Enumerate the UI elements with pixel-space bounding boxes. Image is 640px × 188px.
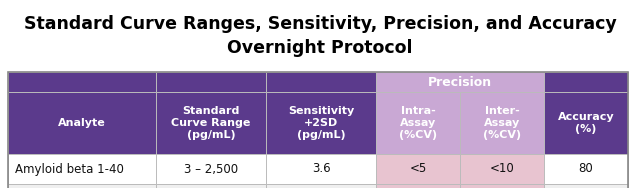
Text: Standard Curve Ranges, Sensitivity, Precision, and Accuracy
Overnight Protocol: Standard Curve Ranges, Sensitivity, Prec… <box>24 15 616 57</box>
Bar <box>156 184 266 188</box>
Text: Sensitivity
+2SD
(pg/mL): Sensitivity +2SD (pg/mL) <box>288 106 354 140</box>
Bar <box>8 72 628 188</box>
Text: Amyloid beta 1-40: Amyloid beta 1-40 <box>15 162 124 176</box>
Text: 3.6: 3.6 <box>312 162 330 176</box>
Text: Analyte: Analyte <box>58 118 106 128</box>
Text: Intra-
Assay
(%CV): Intra- Assay (%CV) <box>399 106 437 140</box>
Bar <box>156 92 266 154</box>
Bar <box>544 154 628 184</box>
Bar <box>8 92 156 154</box>
Bar <box>544 184 628 188</box>
Text: Accuracy
(%): Accuracy (%) <box>557 112 614 134</box>
Bar <box>376 154 460 184</box>
Bar <box>8 154 156 184</box>
Bar <box>156 72 266 92</box>
Bar <box>8 184 156 188</box>
Bar <box>460 92 544 154</box>
Bar <box>460 154 544 184</box>
Text: 3 – 2,500: 3 – 2,500 <box>184 162 238 176</box>
Bar <box>544 72 628 92</box>
Bar <box>156 154 266 184</box>
Bar <box>8 72 156 92</box>
Text: <5: <5 <box>410 162 427 176</box>
Bar <box>460 184 544 188</box>
Bar <box>266 154 376 184</box>
Bar <box>266 92 376 154</box>
Text: <10: <10 <box>490 162 515 176</box>
Bar <box>376 72 544 92</box>
Bar <box>266 184 376 188</box>
Bar <box>266 72 376 92</box>
Text: Inter-
Assay
(%CV): Inter- Assay (%CV) <box>483 106 521 140</box>
Text: Standard
Curve Range
(pg/mL): Standard Curve Range (pg/mL) <box>172 106 251 140</box>
Bar <box>376 92 460 154</box>
Bar <box>544 92 628 154</box>
Bar <box>376 184 460 188</box>
Text: Precision: Precision <box>428 76 492 89</box>
Text: 80: 80 <box>579 162 593 176</box>
